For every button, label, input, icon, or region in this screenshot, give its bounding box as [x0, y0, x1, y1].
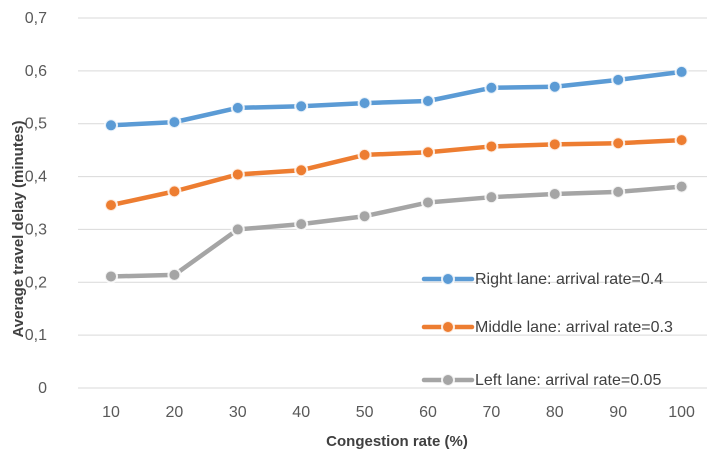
data-point [674, 133, 689, 148]
y-axis-title: Average travel delay (minutes) [10, 120, 27, 337]
data-point [421, 145, 435, 160]
data-point [104, 198, 118, 213]
x-tick-label: 30 [229, 404, 247, 421]
legend-marker [441, 272, 455, 286]
x-tick-label: 10 [102, 404, 120, 421]
data-point [167, 115, 182, 130]
data-point [357, 147, 372, 162]
data-point [294, 99, 309, 114]
series-lines [104, 64, 689, 284]
data-point [167, 267, 182, 282]
legend-marker [441, 320, 455, 334]
data-point [547, 187, 562, 202]
series-line [108, 69, 684, 128]
gridlines [78, 17, 707, 389]
legend-label: Left lane: arrival rate=0.05 [475, 372, 661, 389]
data-point [230, 100, 245, 115]
x-tick-label: 50 [356, 404, 374, 421]
y-tick-label: 0,1 [25, 327, 47, 344]
data-point [357, 209, 372, 224]
y-tick-label: 0,3 [25, 221, 47, 238]
series-line [108, 137, 684, 208]
data-point [484, 139, 499, 154]
legend-item: Right lane: arrival rate=0.4 [421, 271, 663, 288]
x-axis-title: Congestion rate (%) [326, 433, 468, 450]
data-point [547, 79, 562, 94]
legend-marker [441, 373, 455, 387]
data-point [674, 179, 689, 194]
y-tick-label: 0 [38, 380, 47, 397]
legend-item: Middle lane: arrival rate=0.3 [421, 319, 673, 336]
x-tick-label: 90 [609, 404, 627, 421]
x-tick-label: 20 [166, 404, 184, 421]
data-point [104, 269, 118, 284]
y-tick-label: 0,5 [25, 116, 47, 133]
data-point [611, 72, 626, 87]
x-axis-ticks: 10 20 30 40 50 60 70 80 90 100 [102, 404, 695, 421]
data-point [547, 137, 562, 152]
data-point [230, 167, 245, 182]
x-tick-label: 80 [546, 404, 564, 421]
x-tick-label: 100 [668, 404, 695, 421]
data-point [104, 118, 118, 133]
data-point [674, 64, 689, 79]
x-tick-label: 70 [483, 404, 501, 421]
data-point [611, 184, 626, 199]
y-tick-label: 0,6 [25, 63, 47, 80]
data-point [421, 93, 435, 108]
data-point [167, 184, 182, 199]
data-point [484, 80, 499, 95]
y-axis-ticks: 0 0,1 0,2 0,3 0,4 0,5 0,6 0,7 [25, 10, 47, 397]
data-point [294, 217, 309, 232]
y-tick-label: 0,7 [25, 10, 47, 27]
data-point [484, 190, 499, 205]
data-point [230, 222, 245, 237]
series-2 [104, 179, 689, 284]
y-tick-label: 0,2 [25, 274, 47, 291]
y-tick-label: 0,4 [25, 169, 47, 186]
data-point [421, 195, 435, 210]
series-1 [104, 133, 689, 213]
series-line [108, 184, 684, 279]
data-point [357, 96, 372, 111]
data-point [611, 136, 626, 151]
legend: Right lane: arrival rate=0.4 Middle lane:… [421, 271, 673, 389]
legend-item: Left lane: arrival rate=0.05 [421, 372, 661, 389]
legend-label: Middle lane: arrival rate=0.3 [475, 319, 673, 336]
x-tick-label: 60 [419, 404, 437, 421]
legend-label: Right lane: arrival rate=0.4 [475, 271, 663, 288]
x-tick-label: 40 [292, 404, 310, 421]
data-point [294, 163, 309, 178]
series-0 [104, 64, 689, 133]
